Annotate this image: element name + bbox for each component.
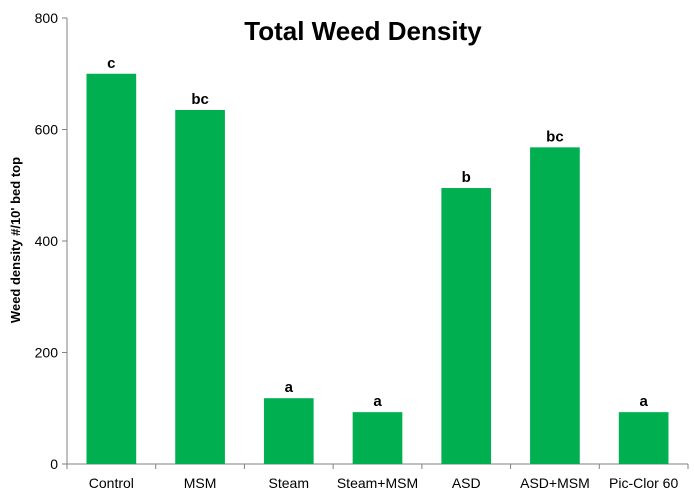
y-tick-label: 400 [35, 233, 59, 249]
bar [175, 109, 225, 465]
bar [352, 412, 403, 464]
data-label: a [639, 393, 648, 410]
bar [530, 147, 580, 464]
data-label: b [462, 169, 471, 186]
chart-title: Total Weed Density [244, 16, 482, 46]
x-tick-label: Steam+MSM [337, 475, 418, 491]
bar [618, 412, 669, 464]
x-tick-label: ASD [452, 475, 481, 491]
y-tick-label: 0 [50, 456, 58, 472]
bar [263, 398, 314, 464]
y-axis-label: Weed density #/10' bed top [8, 157, 23, 323]
data-label: a [373, 393, 382, 410]
x-tick-label: MSM [184, 475, 217, 491]
plot-area: 0 200 400 600 800 c Control bc MSM a Steam a Steam+M… [35, 10, 689, 491]
x-tick-label: Steam [269, 475, 309, 491]
x-tick-label: Control [89, 475, 134, 491]
data-label: c [107, 55, 115, 72]
x-tick-label: Pic-Clor 60 [609, 475, 678, 491]
x-tick-label: ASD+MSM [520, 475, 590, 491]
bar [86, 73, 137, 464]
data-label: a [285, 379, 294, 396]
data-label: bc [191, 91, 209, 108]
y-tick-label: 200 [35, 345, 59, 361]
y-tick-label: 600 [35, 122, 59, 138]
data-label: bc [546, 128, 564, 145]
y-tick-label: 800 [35, 10, 59, 26]
bar [441, 188, 492, 464]
